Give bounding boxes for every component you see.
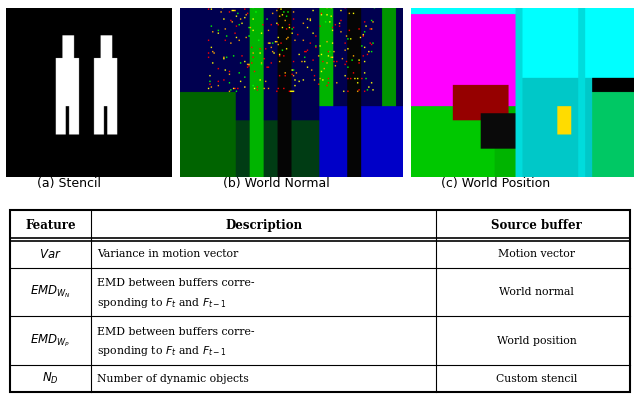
Text: Variance in motion vector: Variance in motion vector [97, 249, 239, 259]
Text: EMD between buffers corre-: EMD between buffers corre- [97, 327, 255, 337]
Text: $N_D$: $N_D$ [42, 371, 59, 386]
FancyBboxPatch shape [10, 210, 630, 392]
Text: Source buffer: Source buffer [491, 219, 582, 232]
Text: sponding to $F_t$ and $F_{t-1}$: sponding to $F_t$ and $F_{t-1}$ [97, 344, 227, 358]
Text: (b) World Normal: (b) World Normal [223, 177, 330, 190]
Text: Number of dynamic objects: Number of dynamic objects [97, 374, 249, 384]
Text: World position: World position [497, 336, 576, 346]
Text: Feature: Feature [25, 219, 76, 232]
Text: $EMD_{W_P}$: $EMD_{W_P}$ [30, 332, 70, 349]
Text: (c) World Position: (c) World Position [441, 177, 550, 190]
Text: Custom stencil: Custom stencil [496, 374, 577, 384]
Text: Motion vector: Motion vector [498, 249, 575, 259]
Text: Description: Description [225, 219, 302, 232]
Text: $\mathit{Var}$: $\mathit{Var}$ [39, 248, 61, 261]
Text: sponding to $F_t$ and $F_{t-1}$: sponding to $F_t$ and $F_{t-1}$ [97, 296, 227, 310]
Text: $EMD_{W_N}$: $EMD_{W_N}$ [30, 284, 71, 300]
Text: (a) Stencil: (a) Stencil [37, 177, 101, 190]
Text: Fig. 3: Intermediate buffers used in rendering: Fig. 3: Intermediate buffers used in ren… [108, 212, 532, 230]
Text: EMD between buffers corre-: EMD between buffers corre- [97, 278, 255, 288]
Text: World normal: World normal [499, 287, 574, 297]
